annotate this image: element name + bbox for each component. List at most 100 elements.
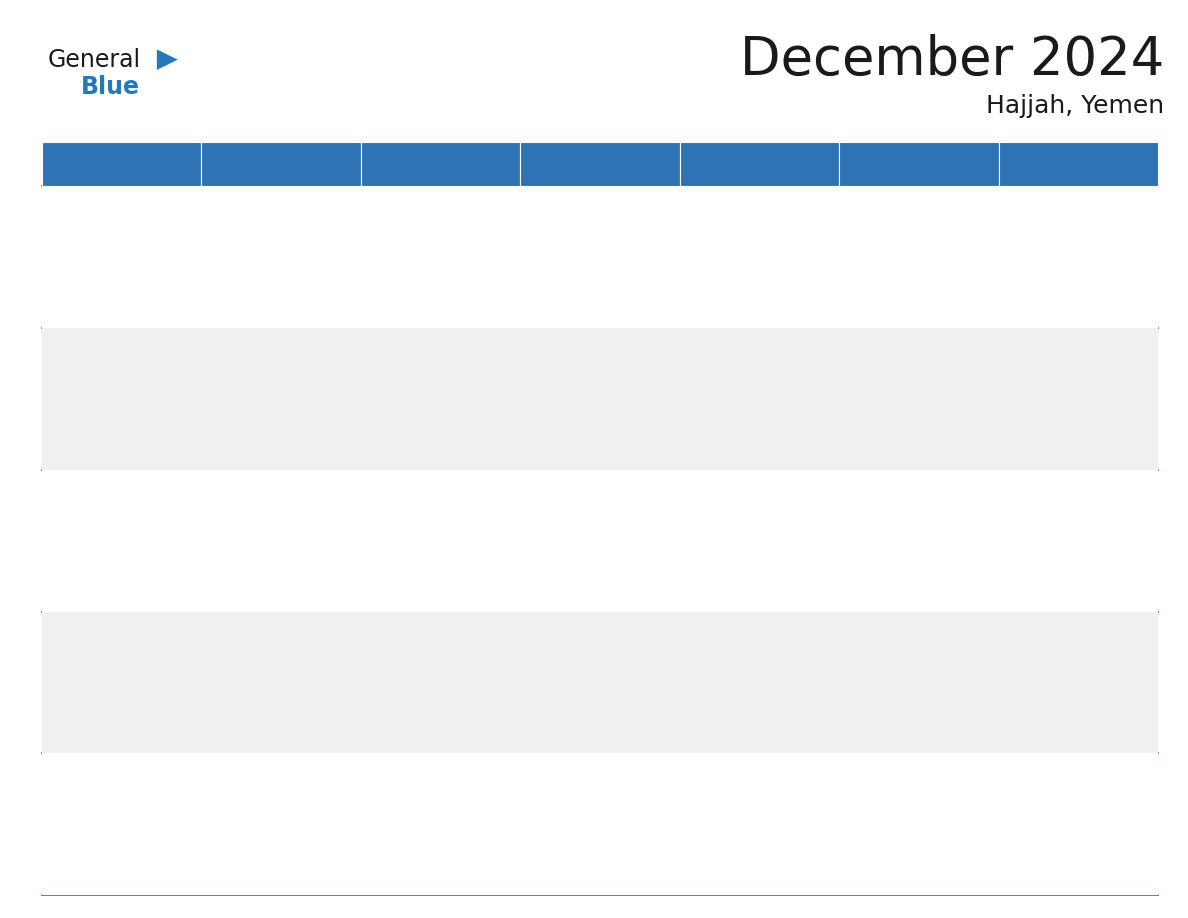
Text: Sunset: 5:32 PM: Sunset: 5:32 PM: [49, 257, 139, 267]
Text: Sunrise: 6:23 AM: Sunrise: 6:23 AM: [846, 372, 941, 382]
Text: and 11 minutes.: and 11 minutes.: [368, 738, 459, 748]
Text: Sunrise: 6:21 AM: Sunrise: 6:21 AM: [368, 372, 462, 382]
Text: Sunrise: 6:19 AM: Sunrise: 6:19 AM: [687, 230, 782, 240]
Text: Daylight: 11 hours: Daylight: 11 hours: [208, 711, 311, 721]
Text: 9: 9: [208, 335, 217, 351]
Text: Sunrise: 6:30 AM: Sunrise: 6:30 AM: [846, 655, 941, 665]
Text: Sunset: 5:42 PM: Sunset: 5:42 PM: [687, 683, 777, 693]
Text: Sunset: 5:38 PM: Sunset: 5:38 PM: [687, 541, 777, 551]
Text: Saturday: Saturday: [1040, 157, 1117, 172]
Text: Sunrise: 6:30 AM: Sunrise: 6:30 AM: [687, 655, 781, 665]
Text: Daylight: 11 hours: Daylight: 11 hours: [687, 427, 790, 437]
Text: Daylight: 11 hours: Daylight: 11 hours: [846, 427, 949, 437]
Text: Daylight: 11 hours: Daylight: 11 hours: [49, 568, 152, 578]
Text: 4: 4: [527, 194, 537, 208]
Text: Sunrise: 6:16 AM: Sunrise: 6:16 AM: [49, 230, 143, 240]
Text: Sunrise: 6:31 AM: Sunrise: 6:31 AM: [1006, 655, 1100, 665]
Text: Sunrise: 6:29 AM: Sunrise: 6:29 AM: [527, 655, 621, 665]
Text: Sunset: 5:41 PM: Sunset: 5:41 PM: [527, 683, 618, 693]
Text: Friday: Friday: [893, 157, 946, 172]
Text: Sunrise: 6:24 AM: Sunrise: 6:24 AM: [1006, 372, 1100, 382]
Text: Sunrise: 6:20 AM: Sunrise: 6:20 AM: [1006, 230, 1100, 240]
Text: Daylight: 11 hours: Daylight: 11 hours: [1006, 427, 1108, 437]
Text: Sunset: 5:33 PM: Sunset: 5:33 PM: [846, 257, 936, 267]
Text: Thursday: Thursday: [720, 157, 800, 172]
Text: Daylight: 11 hours: Daylight: 11 hours: [208, 427, 311, 437]
Text: 29: 29: [49, 761, 68, 776]
Text: Sunset: 5:40 PM: Sunset: 5:40 PM: [208, 683, 298, 693]
Text: and 11 minutes.: and 11 minutes.: [368, 596, 459, 606]
Text: Sunrise: 6:27 AM: Sunrise: 6:27 AM: [846, 513, 941, 523]
Text: Sunrise: 6:23 AM: Sunrise: 6:23 AM: [687, 372, 782, 382]
Text: Sunset: 5:39 PM: Sunset: 5:39 PM: [1006, 541, 1097, 551]
Text: and 12 minutes.: and 12 minutes.: [527, 454, 619, 465]
Text: and 13 minutes.: and 13 minutes.: [49, 454, 140, 465]
Text: 30: 30: [208, 761, 228, 776]
Text: Daylight: 11 hours: Daylight: 11 hours: [368, 852, 470, 862]
Text: 28: 28: [1006, 619, 1025, 634]
Text: and 12 minutes.: and 12 minutes.: [49, 596, 140, 606]
Text: Sunrise: 6:29 AM: Sunrise: 6:29 AM: [368, 655, 462, 665]
Text: 1: 1: [49, 194, 58, 208]
Text: Sunrise: 6:27 AM: Sunrise: 6:27 AM: [1006, 513, 1100, 523]
Text: and 12 minutes.: and 12 minutes.: [1006, 738, 1097, 748]
Text: December 2024: December 2024: [740, 34, 1164, 85]
Text: Daylight: 11 hours: Daylight: 11 hours: [208, 285, 311, 295]
Text: Daylight: 11 hours: Daylight: 11 hours: [1006, 568, 1108, 578]
Text: Sunset: 5:34 PM: Sunset: 5:34 PM: [49, 399, 139, 409]
Text: Daylight: 11 hours: Daylight: 11 hours: [687, 568, 790, 578]
Text: Sunrise: 6:25 AM: Sunrise: 6:25 AM: [368, 513, 462, 523]
Text: 6: 6: [846, 194, 857, 208]
Text: Daylight: 11 hours: Daylight: 11 hours: [368, 427, 470, 437]
Text: and 15 minutes.: and 15 minutes.: [368, 313, 459, 323]
Text: Daylight: 11 hours: Daylight: 11 hours: [527, 427, 630, 437]
Text: Sunset: 5:42 PM: Sunset: 5:42 PM: [846, 683, 936, 693]
Text: and 11 minutes.: and 11 minutes.: [527, 596, 618, 606]
Text: and 12 minutes.: and 12 minutes.: [368, 454, 459, 465]
Text: 2: 2: [208, 194, 217, 208]
Text: and 15 minutes.: and 15 minutes.: [49, 313, 140, 323]
Text: Sunset: 5:36 PM: Sunset: 5:36 PM: [49, 541, 139, 551]
Text: and 12 minutes.: and 12 minutes.: [1006, 454, 1097, 465]
Text: 7: 7: [1006, 194, 1016, 208]
Text: 10: 10: [368, 335, 387, 351]
Text: Wednesday: Wednesday: [551, 157, 649, 172]
Text: Sunset: 5:34 PM: Sunset: 5:34 PM: [368, 399, 457, 409]
Text: and 15 minutes.: and 15 minutes.: [208, 313, 299, 323]
Text: 22: 22: [49, 619, 68, 634]
Text: Daylight: 11 hours: Daylight: 11 hours: [208, 568, 311, 578]
Text: Sunset: 5:32 PM: Sunset: 5:32 PM: [208, 257, 298, 267]
Text: Sunset: 5:37 PM: Sunset: 5:37 PM: [368, 541, 457, 551]
Text: Sunset: 5:34 PM: Sunset: 5:34 PM: [208, 399, 298, 409]
Text: Sunrise: 6:26 AM: Sunrise: 6:26 AM: [687, 513, 782, 523]
Text: Sunset: 5:35 PM: Sunset: 5:35 PM: [527, 399, 618, 409]
Text: Sunset: 5:33 PM: Sunset: 5:33 PM: [1006, 257, 1095, 267]
Text: Sunset: 5:36 PM: Sunset: 5:36 PM: [1006, 399, 1095, 409]
Text: Sunrise: 6:20 AM: Sunrise: 6:20 AM: [49, 372, 143, 382]
Text: Daylight: 11 hours: Daylight: 11 hours: [687, 285, 790, 295]
Text: 5: 5: [687, 194, 696, 208]
Text: Sunset: 5:44 PM: Sunset: 5:44 PM: [368, 824, 459, 834]
Text: Daylight: 11 hours: Daylight: 11 hours: [49, 852, 152, 862]
Text: 27: 27: [846, 619, 866, 634]
Text: Daylight: 11 hours: Daylight: 11 hours: [846, 568, 949, 578]
Text: Daylight: 11 hours: Daylight: 11 hours: [846, 711, 949, 721]
Text: and 13 minutes.: and 13 minutes.: [208, 454, 299, 465]
Text: 31: 31: [368, 761, 387, 776]
Text: 13: 13: [846, 335, 866, 351]
Text: Sunset: 5:43 PM: Sunset: 5:43 PM: [1006, 683, 1097, 693]
Text: Sunrise: 6:28 AM: Sunrise: 6:28 AM: [49, 655, 144, 665]
Text: 3: 3: [368, 194, 378, 208]
Text: and 11 minutes.: and 11 minutes.: [208, 738, 299, 748]
Text: Daylight: 11 hours: Daylight: 11 hours: [527, 285, 630, 295]
Text: 21: 21: [1006, 477, 1025, 492]
Text: Sunset: 5:39 PM: Sunset: 5:39 PM: [49, 683, 139, 693]
Text: Sunrise: 6:28 AM: Sunrise: 6:28 AM: [208, 655, 303, 665]
Text: 11: 11: [527, 335, 546, 351]
Text: Daylight: 11 hours: Daylight: 11 hours: [49, 427, 152, 437]
Text: Daylight: 11 hours: Daylight: 11 hours: [527, 568, 630, 578]
Text: Sunrise: 6:18 AM: Sunrise: 6:18 AM: [527, 230, 621, 240]
Text: Sunset: 5:37 PM: Sunset: 5:37 PM: [208, 541, 298, 551]
Text: 18: 18: [527, 477, 546, 492]
Text: and 14 minutes.: and 14 minutes.: [527, 313, 619, 323]
